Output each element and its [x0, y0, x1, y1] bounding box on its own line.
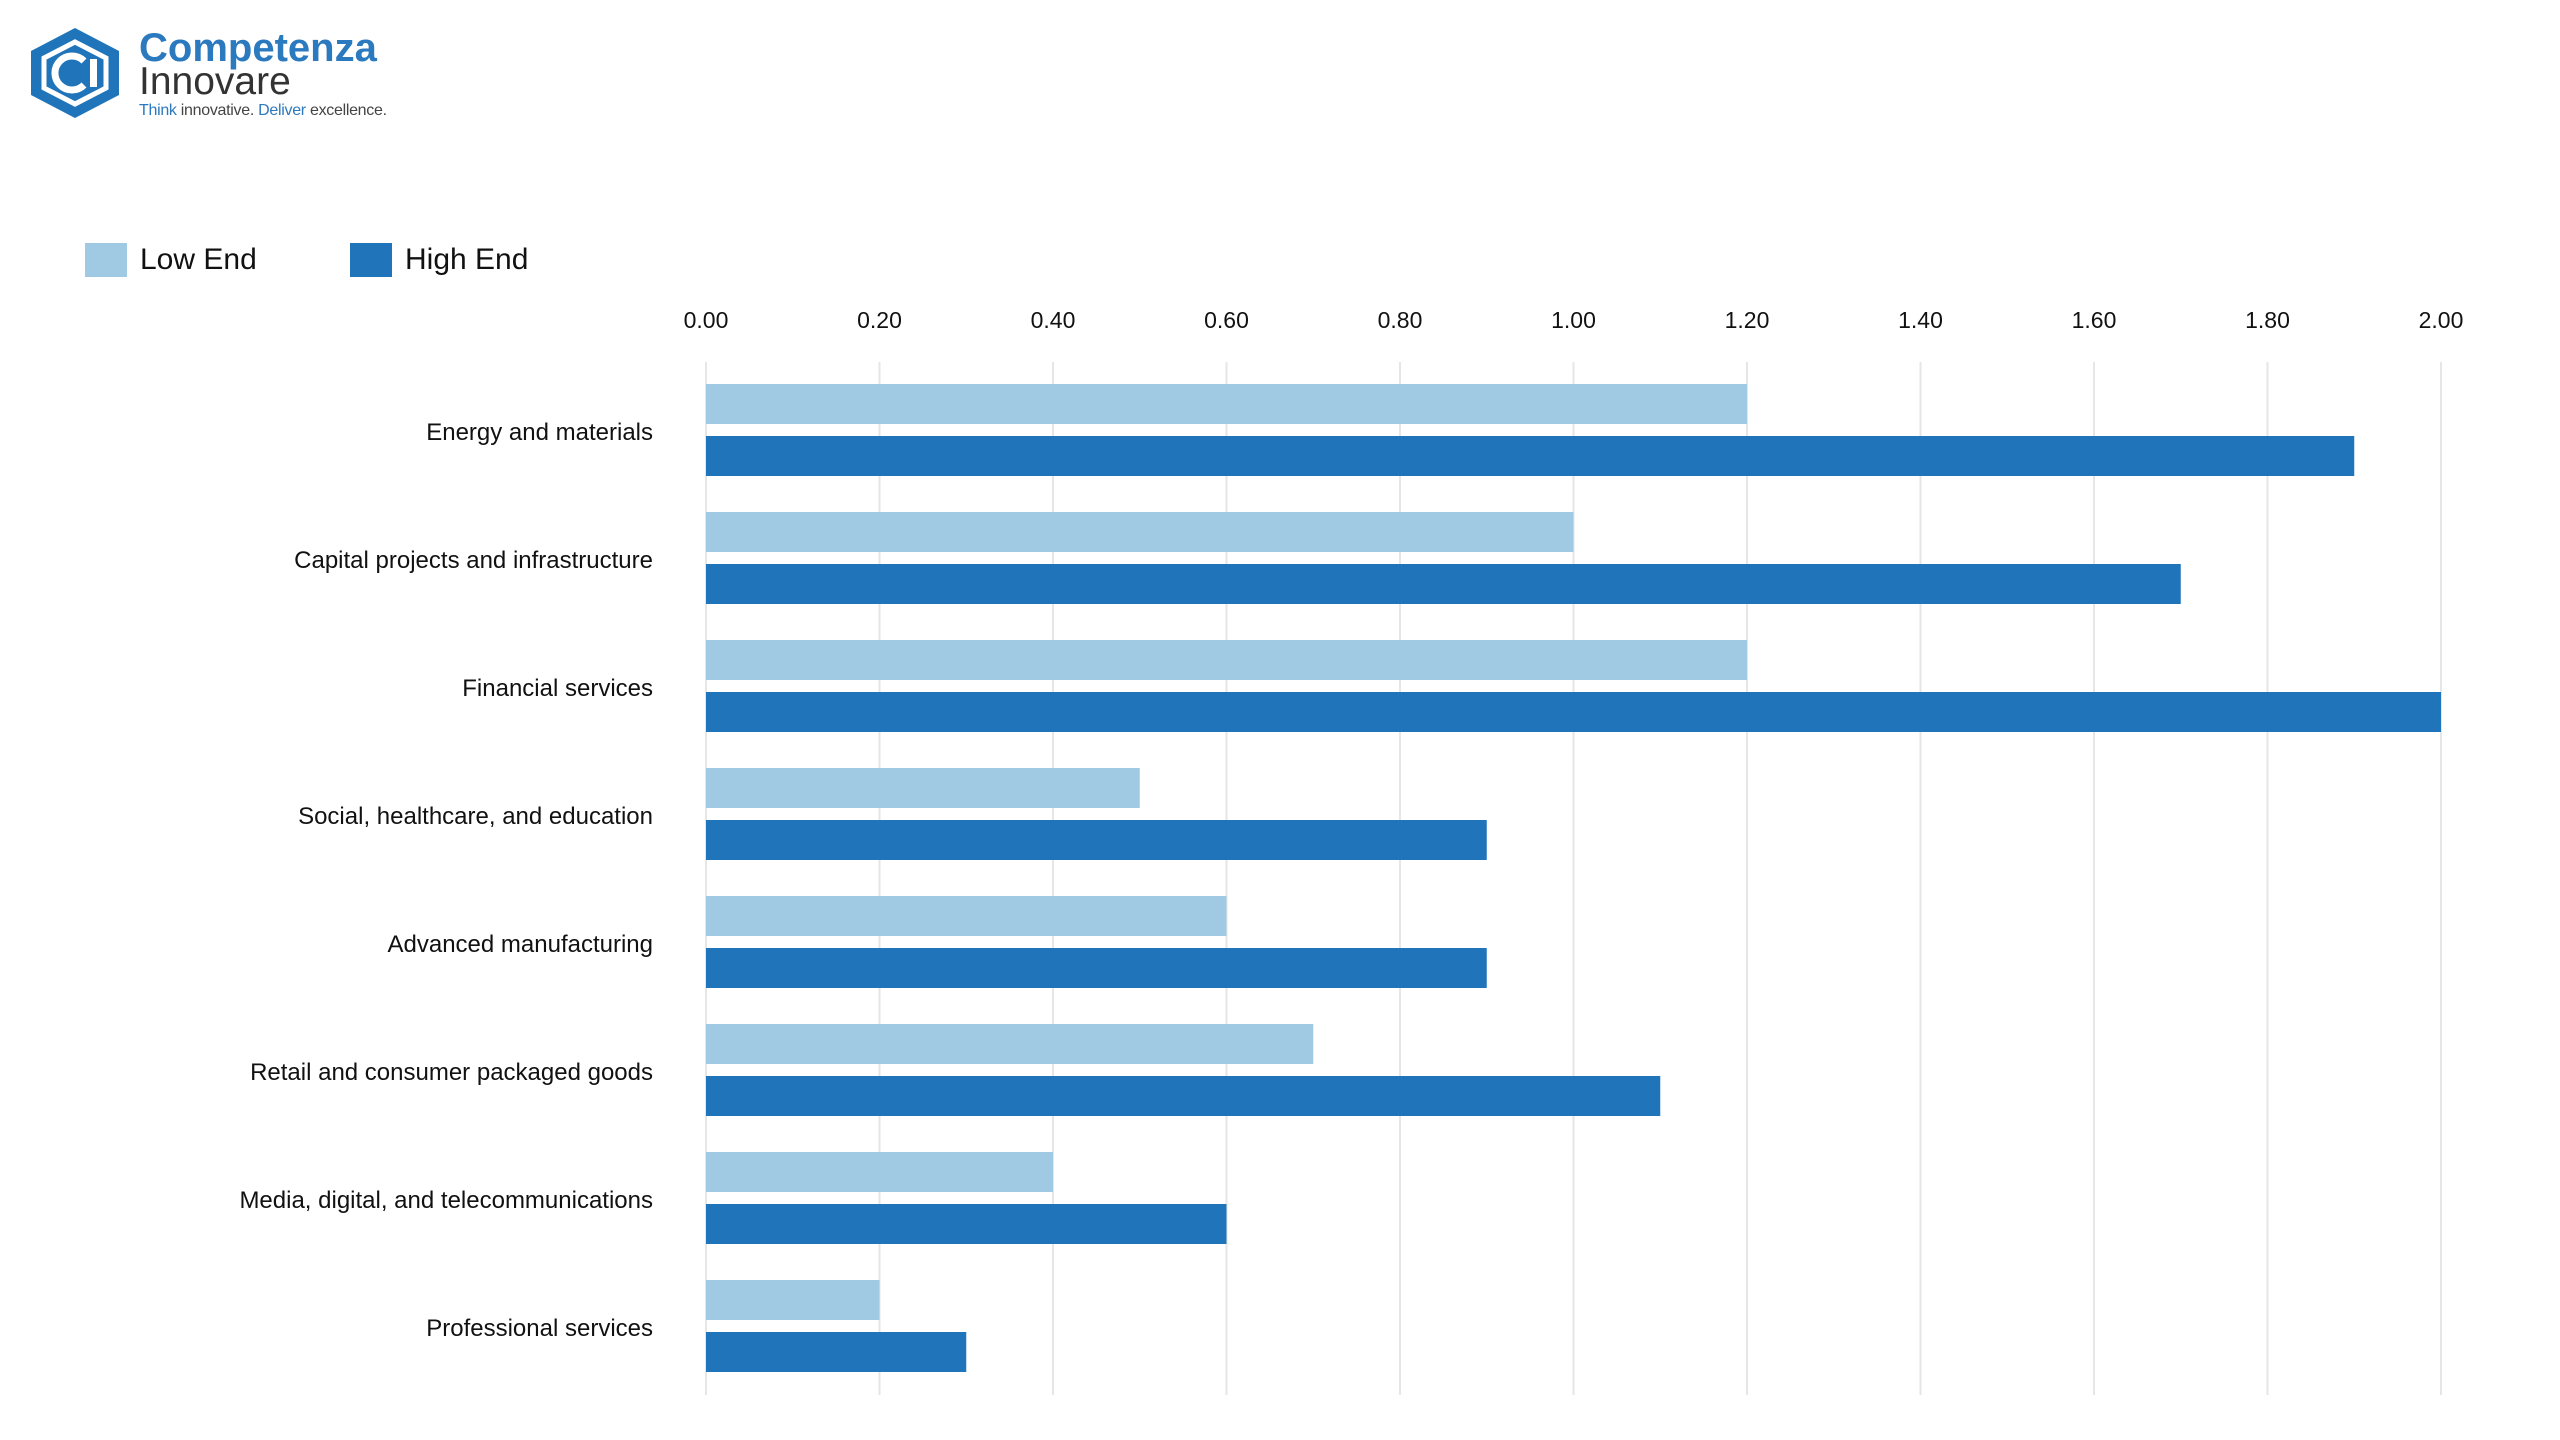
legend-label-low-end: Low End — [140, 243, 257, 276]
x-tick-label: 1.20 — [1725, 307, 1770, 333]
bar-low-end — [706, 384, 1747, 424]
bar-high-end — [706, 948, 1487, 988]
category-label: Capital projects and infrastructure — [294, 547, 653, 574]
bar-high-end — [706, 820, 1487, 860]
tagline-innovative: innovative. — [176, 102, 259, 119]
legend-label-high-end: High End — [405, 243, 529, 276]
brand-subname: Innovare — [139, 60, 291, 103]
bar-high-end — [706, 692, 2441, 732]
category-label: Social, healthcare, and education — [298, 803, 653, 830]
legend-swatch-high-end — [350, 243, 392, 277]
x-tick-label: 0.40 — [1031, 307, 1076, 333]
x-tick-label: 1.40 — [1898, 307, 1943, 333]
bar-high-end — [706, 436, 2355, 476]
bar-high-end — [706, 1076, 1661, 1116]
brand-tagline: Think innovative. Deliver excellence. — [139, 101, 387, 121]
bar-high-end — [706, 1332, 967, 1372]
category-label: Energy and materials — [426, 419, 653, 446]
tagline-excellence: excellence. — [305, 102, 387, 119]
x-tick-label: 0.20 — [857, 307, 902, 333]
bar-low-end — [706, 640, 1747, 680]
category-label: Retail and consumer packaged goods — [250, 1059, 653, 1086]
x-tick-label: 0.60 — [1204, 307, 1249, 333]
x-tick-label: 1.00 — [1551, 307, 1596, 333]
brand-name: Competenza — [139, 26, 377, 70]
x-tick-label: 0.00 — [684, 307, 729, 333]
tagline-think: Think — [139, 102, 177, 119]
x-tick-label: 0.80 — [1378, 307, 1423, 333]
category-label: Financial services — [462, 675, 653, 702]
brand-logo: Competenza Innovare Think innovative. De… — [26, 26, 406, 126]
bar-low-end — [706, 512, 1574, 552]
bar-high-end — [706, 564, 2181, 604]
tagline-deliver: Deliver — [258, 102, 306, 119]
bar-low-end — [706, 1024, 1314, 1064]
x-tick-label: 1.60 — [2072, 307, 2117, 333]
x-tick-label: 1.80 — [2245, 307, 2290, 333]
bar-low-end — [706, 1280, 880, 1320]
category-label: Professional services — [426, 1315, 653, 1342]
hexagon-logo-icon — [31, 28, 119, 118]
legend-swatch-low-end — [85, 243, 127, 277]
bar-high-end — [706, 1204, 1227, 1244]
bar-low-end — [706, 768, 1140, 808]
bar-low-end — [706, 896, 1227, 936]
category-label: Advanced manufacturing — [388, 931, 654, 958]
x-tick-label: 2.00 — [2419, 307, 2464, 333]
category-label: Media, digital, and telecommunications — [239, 1187, 653, 1214]
bar-low-end — [706, 1152, 1053, 1192]
